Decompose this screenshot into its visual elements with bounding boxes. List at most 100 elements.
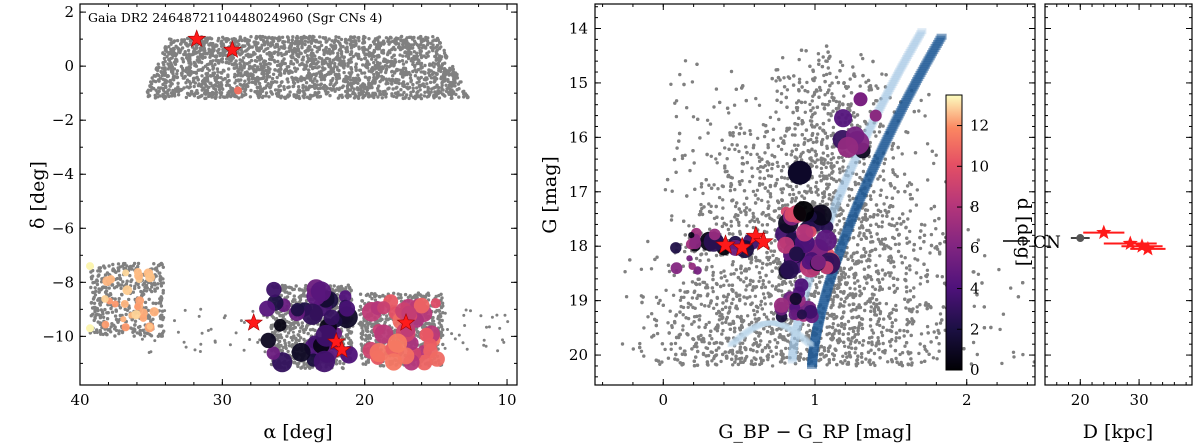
sky-background-point [441, 311, 445, 315]
sky-background-point [415, 330, 420, 334]
sky-background-point [422, 84, 427, 89]
sky-background-point [219, 91, 224, 95]
sky-background-point [392, 291, 396, 295]
sky-background-point [185, 36, 190, 41]
sky-background-point [194, 91, 198, 95]
sky-background-point [340, 85, 344, 90]
sky-background-point [404, 54, 408, 58]
sky-background-point [354, 43, 358, 47]
sky-background-point [370, 296, 374, 301]
sky-background-point [98, 322, 103, 326]
sky-background-point [413, 74, 418, 78]
sky-background-point [201, 56, 205, 60]
sky-background-point [276, 311, 280, 315]
sky-background-point [358, 292, 363, 296]
sky-background-point [381, 293, 385, 298]
sky-background-point [343, 77, 347, 81]
sky-background-point [367, 69, 371, 73]
sky-background-point [158, 271, 162, 275]
sky-background-point [306, 331, 310, 336]
sky-background-point [92, 290, 97, 295]
sky-background-point [334, 80, 339, 85]
sky-background-point [338, 359, 342, 364]
sky-background-point [172, 39, 177, 43]
sky-background-point [334, 362, 339, 366]
sky-background-point [280, 35, 285, 39]
sky-background-point [218, 51, 223, 56]
sky-background-point [434, 58, 439, 62]
sky-background-point [125, 308, 130, 312]
sky-background-point [283, 40, 287, 44]
sky-background-point [362, 71, 367, 75]
sky-background-point [409, 90, 413, 95]
sky-background-point [275, 334, 279, 338]
sky-background-point [211, 64, 215, 69]
sky-background-point [200, 74, 204, 78]
sky-background-point [257, 95, 262, 99]
sky-background-point [298, 51, 303, 55]
sky-background-point [405, 82, 410, 86]
sky-background-point [315, 93, 319, 97]
sky-background-point [114, 309, 119, 313]
sky-background-point [362, 319, 366, 323]
sky-background-point [284, 343, 288, 348]
sky-background-point [295, 47, 299, 52]
sky-background-point [169, 37, 173, 42]
sky-background-point [301, 83, 305, 88]
sky-neighbour-point [234, 86, 242, 95]
sky-background-point [291, 84, 295, 89]
sky-background-point [288, 90, 292, 94]
sky-background-point [271, 39, 276, 43]
sky-background-point [179, 42, 183, 46]
sky-background-point [92, 306, 97, 310]
sky-background-point [387, 77, 391, 81]
sky-background-point [218, 95, 222, 99]
sky-background-point [136, 282, 140, 287]
sky-background-point [411, 43, 416, 47]
sky-background-point [191, 76, 196, 81]
sky-background-point [275, 75, 279, 80]
sky-background-point [124, 312, 128, 317]
sky-background-point [312, 35, 316, 39]
sky-background-point [113, 297, 117, 301]
sky-background-point [373, 298, 378, 302]
sky-background-point [414, 70, 419, 74]
sky-background-point [99, 332, 103, 336]
sky-background-point [138, 332, 142, 336]
sky-background-point [235, 65, 239, 70]
sky-background-point [337, 87, 341, 92]
sky-background-point [186, 57, 190, 61]
sky-background-point [342, 59, 346, 63]
sky-background-point [179, 71, 184, 76]
sky-background-point [313, 44, 317, 49]
sky-background-point [438, 40, 442, 45]
sky-background-point [200, 331, 204, 335]
sky-neighbour-point [111, 300, 119, 308]
sky-background-point [358, 313, 362, 317]
sky-background-point [381, 92, 386, 97]
sky-title: Gaia DR2 2464872110448024960 (Sgr CNs 4) [88, 10, 382, 25]
sky-background-point [113, 327, 117, 331]
sky-background-point [333, 46, 337, 50]
sky-background-point [239, 48, 243, 52]
sky-background-point [425, 82, 429, 86]
sky-neighbour-point [429, 351, 445, 367]
sky-background-point [205, 37, 210, 42]
sky-background-point [277, 73, 282, 77]
sky-background-point [307, 35, 312, 39]
sky-background-point [242, 348, 246, 352]
sky-background-point [414, 95, 419, 99]
sky-background-point [419, 40, 424, 44]
sky-background-point [415, 51, 419, 55]
sky-background-point [387, 42, 391, 46]
sky-background-point [175, 87, 180, 92]
sky-background-point [231, 56, 236, 60]
sky-background-point [453, 337, 457, 341]
sky-background-point [167, 58, 172, 62]
sky-background-point [344, 333, 349, 337]
sky-background-point [223, 95, 227, 99]
sky-background-point [440, 301, 445, 305]
sky-background-point [159, 70, 163, 74]
sky-background-point [289, 70, 294, 74]
sky-background-point [267, 95, 271, 99]
